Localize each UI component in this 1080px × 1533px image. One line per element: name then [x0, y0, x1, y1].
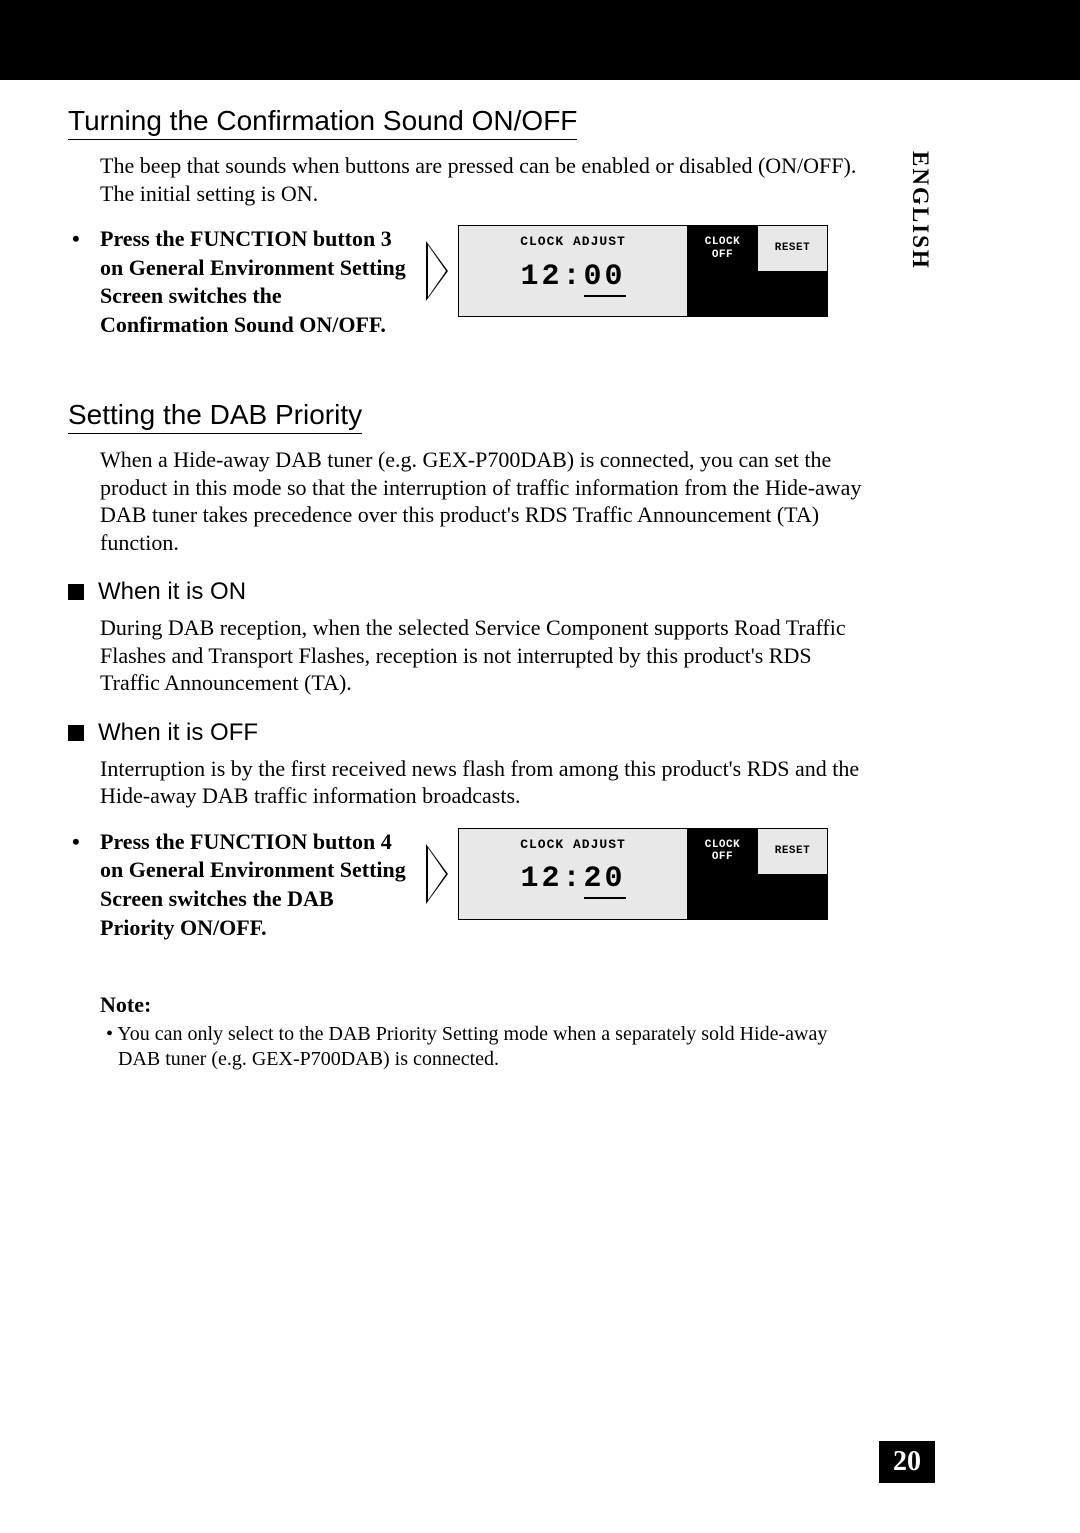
page-header-bar [0, 0, 1080, 80]
btn-slot4-2[interactable] [757, 874, 827, 919]
time-hours-2: 12 [520, 862, 562, 896]
subheading-when-off: When it is OFF [68, 719, 868, 747]
time-minutes-2: 20 [584, 862, 626, 899]
sub-on-body: During DAB reception, when the selected … [100, 614, 868, 697]
btn-slot3-1[interactable] [687, 271, 757, 316]
screen-group-1: CLOCK ADJUST 12:00 CLOCK OFF RESET [426, 225, 828, 317]
section-heading-confirmation-sound: Turning the Confirmation Sound ON/OFF [68, 105, 577, 140]
btn-reset-1[interactable]: RESET [757, 226, 827, 271]
page-content: Turning the Confirmation Sound ON/OFF Th… [68, 105, 868, 1072]
btn-clock-off-2[interactable]: CLOCK OFF [687, 829, 757, 874]
section-heading-dab-priority: Setting the DAB Priority [68, 399, 362, 434]
note-body: • You can only select to the DAB Priorit… [100, 1022, 868, 1072]
screen-side-2: CLOCK OFF RESET [687, 829, 827, 919]
btn-slot4-1[interactable] [757, 271, 827, 316]
play-triangle-icon [426, 241, 448, 301]
screen-title-1: CLOCK ADJUST [520, 234, 626, 249]
instruction-1-label: Press the FUNCTION button 3 on General E… [100, 226, 406, 337]
note-body-text: You can only select to the DAB Priority … [117, 1023, 827, 1070]
square-bullet-icon [68, 725, 84, 741]
subheading-when-on: When it is ON [68, 578, 868, 606]
screen-title-2: CLOCK ADJUST [520, 837, 626, 852]
instruction-text-1: •Press the FUNCTION button 3 on General … [68, 225, 408, 339]
page-number: 20 [879, 1441, 935, 1483]
instruction-row-2: •Press the FUNCTION button 4 on General … [68, 828, 868, 942]
screen-group-2: CLOCK ADJUST 12:20 CLOCK OFF RESET [426, 828, 828, 920]
screen-time-1: 12:00 [520, 260, 625, 297]
instruction-2-label: Press the FUNCTION button 4 on General E… [100, 829, 406, 940]
screen-side-1: CLOCK OFF RESET [687, 226, 827, 316]
lcd-screen-2: CLOCK ADJUST 12:20 CLOCK OFF RESET [458, 828, 828, 920]
sub-off-label: When it is OFF [98, 719, 258, 747]
play-triangle-icon [426, 844, 448, 904]
screen-time-2: 12:20 [520, 862, 625, 899]
screen-main-2: CLOCK ADJUST 12:20 [459, 829, 687, 919]
btn-clock-off-1[interactable]: CLOCK OFF [687, 226, 757, 271]
note-block: Note: • You can only select to the DAB P… [100, 992, 868, 1072]
btn-reset-2[interactable]: RESET [757, 829, 827, 874]
section1-intro: The beep that sounds when buttons are pr… [100, 152, 868, 207]
square-bullet-icon [68, 584, 84, 600]
time-hours-1: 12 [520, 260, 562, 294]
btn-slot3-2[interactable] [687, 874, 757, 919]
lcd-screen-1: CLOCK ADJUST 12:00 CLOCK OFF RESET [458, 225, 828, 317]
instruction-text-2: •Press the FUNCTION button 4 on General … [68, 828, 408, 942]
screen-main-1: CLOCK ADJUST 12:00 [459, 226, 687, 316]
section2-intro: When a Hide-away DAB tuner (e.g. GEX-P70… [100, 446, 868, 556]
sub-off-body: Interruption is by the first received ne… [100, 755, 868, 810]
instruction-row-1: •Press the FUNCTION button 3 on General … [68, 225, 868, 339]
language-label: ENGLISH [907, 151, 933, 270]
note-title: Note: [100, 992, 868, 1018]
sub-on-label: When it is ON [98, 578, 246, 606]
language-tab: ENGLISH [905, 130, 935, 290]
time-minutes-1: 00 [584, 260, 626, 297]
